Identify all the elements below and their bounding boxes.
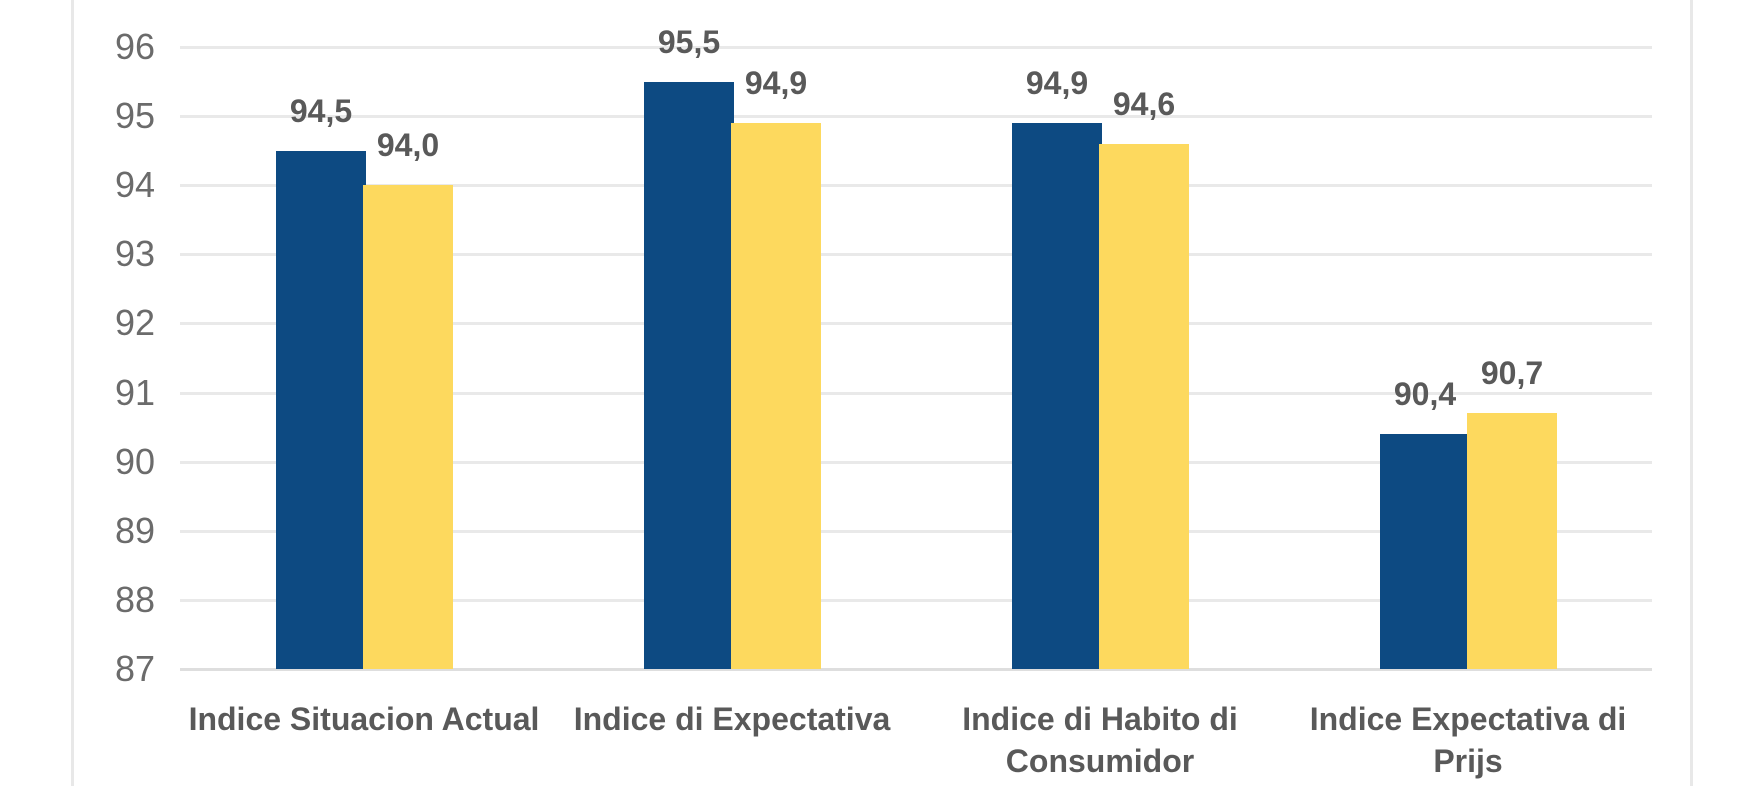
chart-frame-left-border xyxy=(71,0,74,786)
y-axis-tick-label: 96 xyxy=(114,26,155,67)
x-axis-category-label-line: Consumidor xyxy=(1005,743,1195,779)
yellow-series-bar xyxy=(363,185,453,669)
y-axis-tick-label: 89 xyxy=(114,509,155,551)
y-axis-tick-label: 95 xyxy=(114,95,155,137)
gridline xyxy=(180,529,1652,533)
x-axis-category-label: Indice di Habito di Consumidor xyxy=(870,698,1330,782)
dark-blue-series-bar xyxy=(1012,123,1102,669)
x-axis-category-label-line: Indice Expectativa di xyxy=(1309,701,1627,737)
dark-blue-series-bar xyxy=(276,150,366,669)
gridline xyxy=(180,115,1652,119)
y-axis-tick-label: 88 xyxy=(114,578,155,620)
y-axis-tick-label: 92 xyxy=(114,302,155,344)
y-axis-tick-label: 94 xyxy=(114,164,155,206)
gridline xyxy=(180,460,1652,464)
dark-blue-series-bar xyxy=(1380,434,1470,669)
x-axis-line xyxy=(180,668,1652,671)
yellow-series-value-label: 94,9 xyxy=(744,65,808,102)
chart-frame-right-border xyxy=(1690,0,1693,786)
y-axis-tick-label: 90 xyxy=(114,440,155,482)
y-axis-tick-label: 87 xyxy=(114,648,155,689)
gridline xyxy=(180,391,1652,395)
x-axis-category-label-line: Prijs xyxy=(1433,743,1503,779)
yellow-series-bar xyxy=(1099,143,1189,669)
yellow-series-value-label: 94,0 xyxy=(376,127,440,164)
gridline xyxy=(180,184,1652,188)
dark-blue-series-value-label: 90,4 xyxy=(1393,376,1457,413)
y-axis-tick-label: 93 xyxy=(114,233,155,275)
yellow-series-value-label: 90,7 xyxy=(1480,355,1544,392)
yellow-series-value-label: 94,6 xyxy=(1112,85,1176,122)
x-axis-category-label-line: Indice Situacion Actual xyxy=(188,701,540,737)
y-axis-tick-label: 91 xyxy=(114,371,155,413)
x-axis-category-label-line: Indice di Expectativa xyxy=(573,701,891,737)
gridline xyxy=(180,253,1652,257)
x-axis-category-label-line: Indice di Habito di xyxy=(962,701,1238,737)
dark-blue-series-bar xyxy=(644,81,734,669)
yellow-series-bar xyxy=(731,123,821,669)
gridline xyxy=(180,322,1652,326)
gridline xyxy=(180,598,1652,602)
x-axis-category-label: Indice di Expectativa xyxy=(502,698,962,740)
yellow-series-bar xyxy=(1467,413,1557,669)
dark-blue-series-value-label: 94,9 xyxy=(1025,65,1089,102)
x-axis-category-label: Indice Situacion Actual xyxy=(134,698,594,740)
x-axis-category-label: Indice Expectativa di Prijs xyxy=(1238,698,1698,782)
dark-blue-series-value-label: 95,5 xyxy=(657,23,721,60)
gridline xyxy=(180,46,1652,49)
dark-blue-series-value-label: 94,5 xyxy=(289,92,353,129)
